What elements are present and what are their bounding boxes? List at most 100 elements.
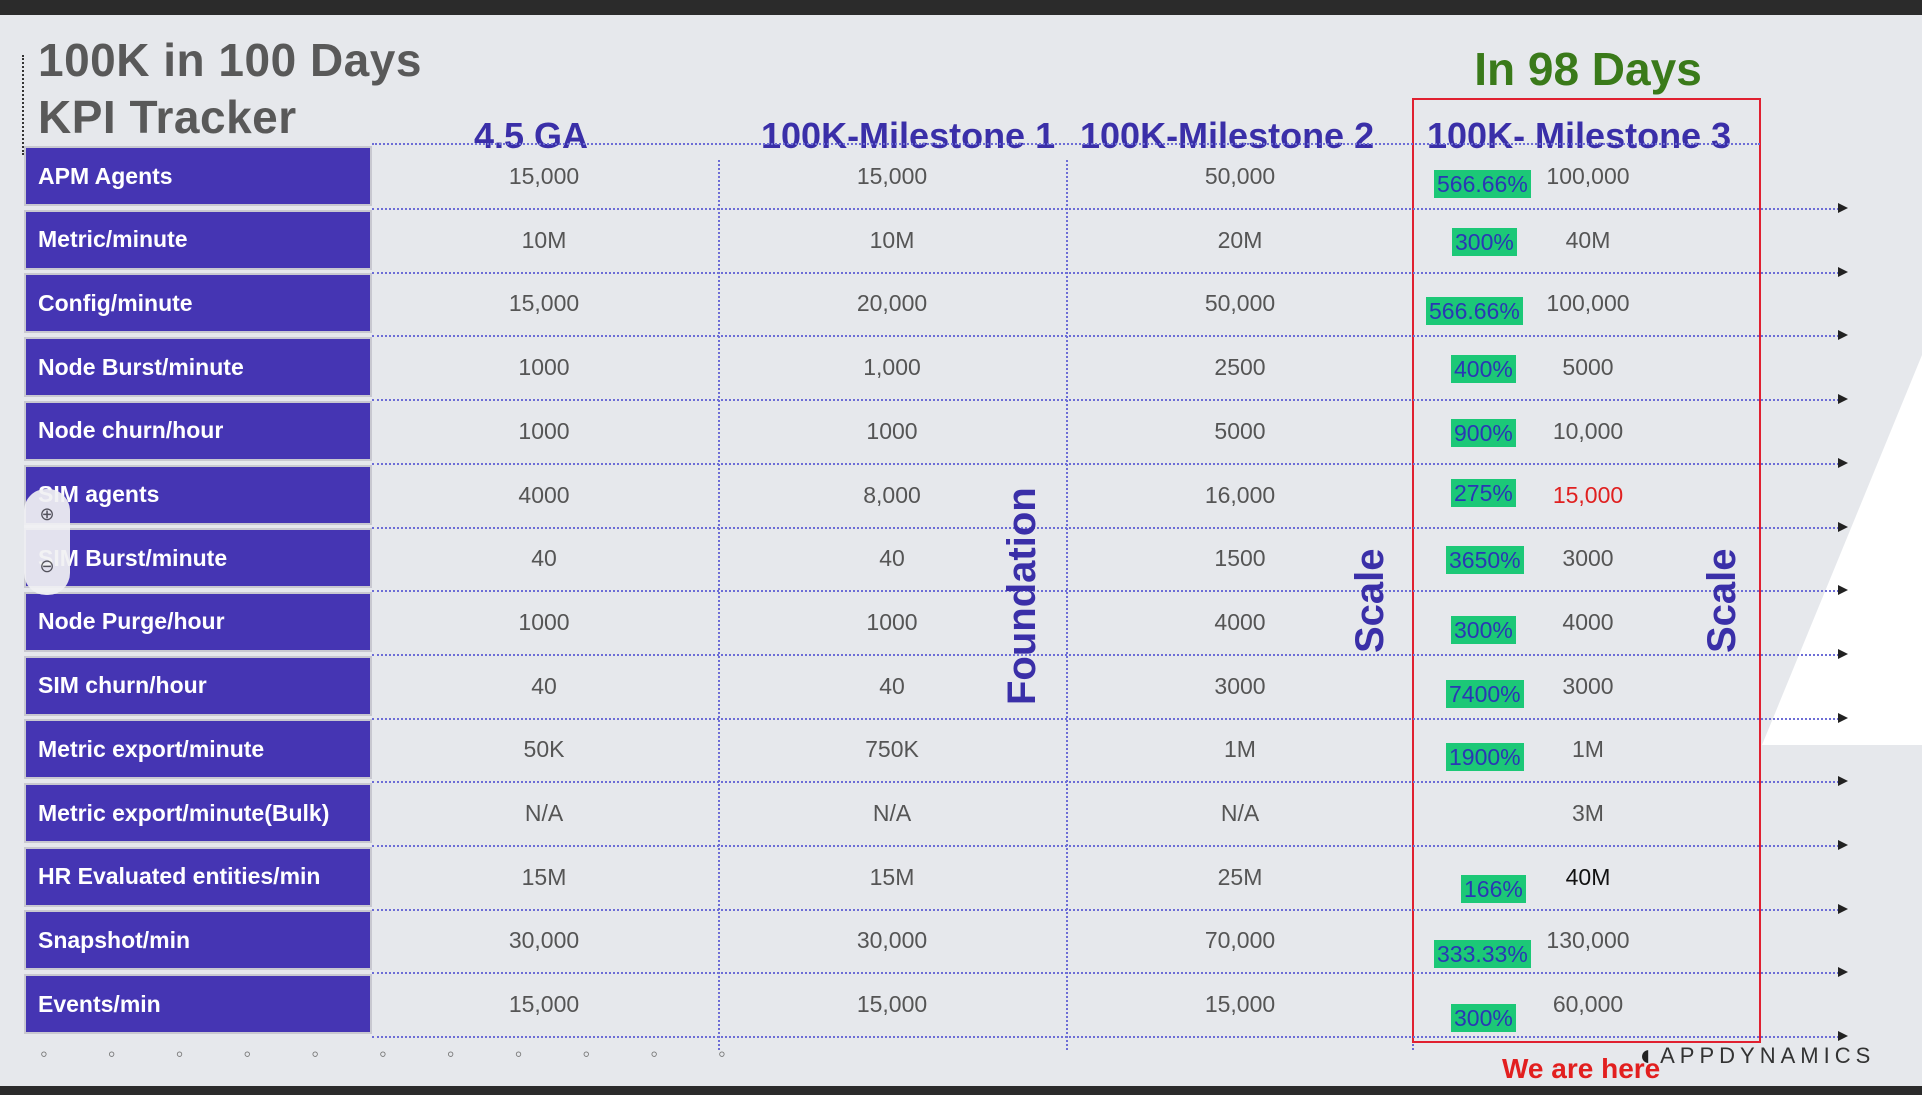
scale-label-milestone-2: Scale xyxy=(1348,548,1392,653)
top-bar xyxy=(0,0,1922,15)
cell-m2: 50,000 xyxy=(1204,163,1276,189)
column-header-milestone-1: 100K-Milestone 1 xyxy=(761,115,1056,156)
growth-percent-badge: 566.66% xyxy=(1434,170,1531,198)
cell-ga: 40 xyxy=(531,672,557,699)
cell-ga: 15,000 xyxy=(508,163,580,189)
growth-percent-badge: 300% xyxy=(1451,1004,1516,1033)
cell-ga: 15,000 xyxy=(508,290,580,317)
row-divider xyxy=(372,653,1839,656)
row-label: Metric export/minute xyxy=(24,719,372,780)
days-banner: In 98 Days xyxy=(1474,43,1702,95)
bottom-decoration: ◦◦◦◦◦◦◦◦◦◦◦ xyxy=(40,1041,786,1066)
cell-m3: 5000 xyxy=(1562,354,1614,381)
row-label: Config/minute xyxy=(24,273,372,334)
cell-m1: 40 xyxy=(879,545,905,572)
row-arrowhead xyxy=(1838,394,1848,405)
row-arrowhead xyxy=(1838,521,1848,532)
growth-percent-badge: 300% xyxy=(1451,615,1516,644)
cell-ga: 10M xyxy=(521,226,567,253)
cell-m3: 1M xyxy=(1572,736,1604,763)
row-arrowhead xyxy=(1838,330,1848,341)
cell-m1: 15M xyxy=(869,863,915,890)
cell-m3: 10,000 xyxy=(1552,417,1624,444)
growth-percent-badge: 900% xyxy=(1451,418,1516,447)
row-arrowhead xyxy=(1838,903,1848,914)
cell-m3: 15,000 xyxy=(1552,481,1624,508)
cell-m3: 3000 xyxy=(1562,545,1614,572)
row-label: APM Agents xyxy=(24,146,372,206)
cell-m1: 1,000 xyxy=(863,354,921,381)
bottom-bar xyxy=(0,1086,1922,1095)
cell-ga: 1000 xyxy=(518,417,570,444)
row-divider xyxy=(372,1036,1839,1039)
row-arrowhead xyxy=(1838,203,1848,213)
row-arrowhead xyxy=(1838,585,1848,596)
cell-m1: 15,000 xyxy=(856,163,928,189)
row-divider xyxy=(372,845,1839,847)
foundation-label: Foundation xyxy=(1000,487,1044,705)
column-divider xyxy=(1066,160,1068,1050)
growth-percent-badge: 300% xyxy=(1452,227,1517,256)
title-line-1: 100K in 100 Days xyxy=(38,34,422,86)
cell-ga: 1000 xyxy=(518,608,570,635)
cell-m2: N/A xyxy=(1220,800,1260,826)
cell-ga: 15M xyxy=(521,863,567,890)
cell-m2: 50,000 xyxy=(1204,290,1276,317)
cell-m1: 10M xyxy=(869,226,915,253)
cell-m3: 60,000 xyxy=(1552,991,1624,1018)
row-divider xyxy=(372,590,1839,593)
growth-percent-badge: 7400% xyxy=(1446,679,1524,708)
cell-m2: 16,000 xyxy=(1204,481,1276,508)
row-arrowhead xyxy=(1838,1031,1848,1042)
appdynamics-logo-mark: ◖ xyxy=(1636,1039,1655,1072)
cell-m1: 1000 xyxy=(866,417,918,444)
milestone-3-highlight-box xyxy=(1412,98,1761,1043)
row-divider xyxy=(372,462,1839,465)
growth-percent-badge: 566.66% xyxy=(1426,297,1523,326)
cell-m3: 3M xyxy=(1572,800,1604,826)
row-label: SIM churn/hour xyxy=(24,655,372,716)
row-label: Metric export/minute(Bulk) xyxy=(24,783,372,843)
growth-percent-badge: 275% xyxy=(1451,478,1516,507)
cell-m3: 40M xyxy=(1565,863,1611,890)
cell-m1: 15,000 xyxy=(856,991,928,1018)
cell-m2: 3000 xyxy=(1214,672,1266,699)
vertical-dotted-arrow xyxy=(22,55,24,155)
row-label: Snapshot/min xyxy=(24,910,372,971)
row-arrowhead xyxy=(1838,840,1848,850)
cell-m2: 15,000 xyxy=(1204,991,1276,1018)
row-arrowhead xyxy=(1838,266,1848,277)
row-arrowhead xyxy=(1838,457,1848,468)
growth-percent-badge: 3650% xyxy=(1446,546,1524,575)
column-header-milestone-3: 100K- Milestone 3 xyxy=(1427,115,1732,156)
cell-ga: 4000 xyxy=(518,481,570,508)
cell-m1: 30,000 xyxy=(856,927,928,954)
cell-m1: N/A xyxy=(872,800,912,826)
zoom-in-icon[interactable]: ⊕ xyxy=(39,504,55,524)
row-label: Node Burst/minute xyxy=(24,337,372,398)
row-divider xyxy=(372,781,1839,784)
row-divider xyxy=(372,526,1839,529)
zoom-control: ⊕ ⊖ xyxy=(24,489,70,595)
cell-m2: 70,000 xyxy=(1204,927,1276,954)
cell-m3: 100,000 xyxy=(1546,163,1630,189)
cell-m1: 750K xyxy=(865,736,919,763)
header-divider xyxy=(372,143,1760,145)
cell-m2: 25M xyxy=(1217,863,1263,890)
growth-percent-badge: 166% xyxy=(1461,874,1526,903)
we-are-here-label: We are here xyxy=(1502,1053,1661,1084)
cell-ga: 1000 xyxy=(518,354,570,381)
cell-ga: 30,000 xyxy=(508,927,580,954)
growth-percent-badge: 400% xyxy=(1451,355,1516,384)
cell-m1: 40 xyxy=(879,672,905,699)
zoom-out-icon[interactable]: ⊖ xyxy=(39,556,55,576)
row-arrowhead xyxy=(1838,712,1848,723)
row-divider xyxy=(372,271,1839,274)
row-label: Node churn/hour xyxy=(24,400,372,461)
cell-ga: N/A xyxy=(524,800,564,826)
row-arrowhead xyxy=(1838,648,1848,659)
row-arrowhead xyxy=(1838,967,1848,978)
column-divider xyxy=(718,160,720,1050)
cell-m3: 40M xyxy=(1565,226,1611,253)
cell-m1: 1000 xyxy=(866,608,918,635)
